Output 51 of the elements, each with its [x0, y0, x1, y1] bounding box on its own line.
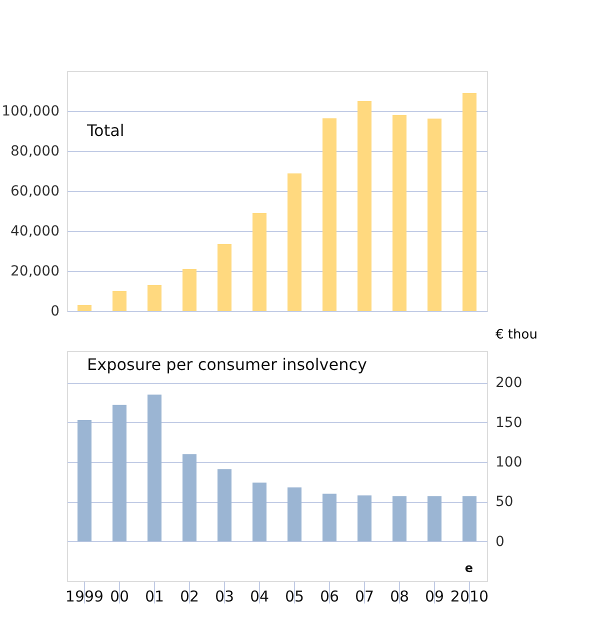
bar — [358, 495, 372, 542]
x-tick-label: 05 — [284, 588, 304, 606]
x-tick-label: 08 — [390, 588, 410, 606]
bar — [218, 244, 232, 311]
bar — [218, 469, 232, 542]
bar — [288, 487, 302, 542]
bar — [148, 285, 162, 311]
y-tick-label: 80,000 — [10, 144, 60, 160]
bar — [148, 394, 162, 542]
x-tick-label: 07 — [354, 588, 374, 606]
bar — [78, 305, 92, 311]
y-tick-label: 20,000 — [10, 264, 60, 280]
y-tick-label: 150 — [496, 414, 522, 431]
y-tick-label: 100 — [496, 454, 522, 471]
bar — [392, 115, 406, 311]
x-tick-label: 04 — [250, 588, 270, 606]
bar — [252, 213, 266, 311]
y-axis-title: € thou — [496, 328, 538, 342]
bar — [392, 496, 406, 542]
annotation: e — [464, 561, 473, 575]
bar — [322, 118, 336, 311]
x-tick-label: 1999 — [65, 588, 104, 606]
x-tick-label: 06 — [320, 588, 340, 606]
bar — [112, 291, 126, 311]
bar — [428, 118, 442, 311]
bar — [78, 420, 92, 542]
y-tick-label: 100,000 — [2, 104, 60, 120]
x-tick-label: 02 — [180, 588, 200, 606]
y-tick-label: 0 — [496, 534, 504, 550]
bar — [428, 496, 442, 542]
chart-title: Exposure per consumer insolvency — [87, 355, 367, 374]
bar — [322, 494, 336, 542]
bar — [358, 101, 372, 311]
bar — [462, 496, 476, 542]
text: Total — [86, 121, 124, 140]
x-tick-label: 01 — [144, 588, 164, 606]
bar — [182, 454, 196, 542]
x-tick-label: 03 — [214, 588, 234, 606]
bar — [252, 482, 266, 542]
y-tick-label: 0 — [50, 304, 60, 320]
bar — [112, 404, 126, 542]
bar — [182, 269, 196, 311]
y-tick-label: 60,000 — [10, 184, 60, 200]
bar — [462, 93, 476, 311]
y-tick-label: 40,000 — [10, 224, 60, 240]
y-tick-label: 200 — [496, 375, 522, 392]
bar — [288, 173, 302, 311]
x-tick-label: 2010 — [450, 588, 489, 606]
x-tick-label: 00 — [110, 588, 130, 606]
y-tick-label: 50 — [496, 494, 514, 510]
x-tick-label: 09 — [424, 588, 444, 606]
